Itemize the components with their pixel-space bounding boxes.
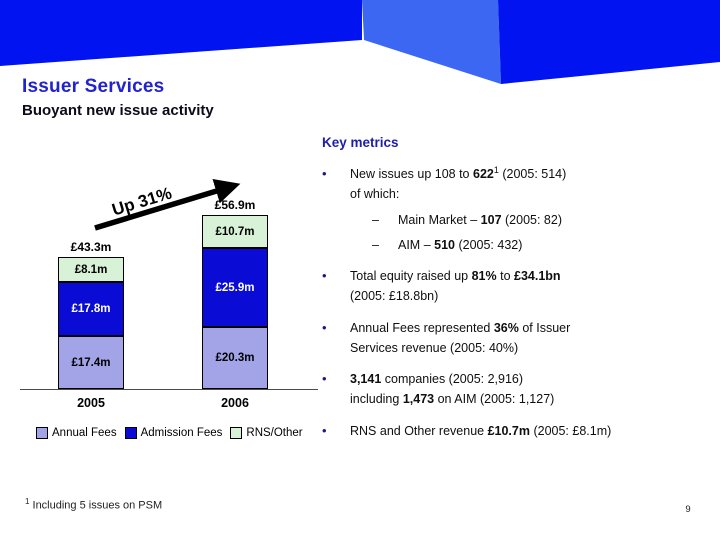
- bar-segment-admission-fees-2006: £25.9m: [202, 248, 268, 327]
- x-axis-label-2006: 2006: [221, 396, 249, 410]
- header-band-middle: [362, 0, 501, 84]
- bar-segment-value-label: £17.8m: [71, 303, 111, 315]
- bar-segment-value-label: £20.3m: [215, 352, 255, 364]
- header-band-right: [498, 0, 720, 84]
- header-decoration: [0, 0, 720, 84]
- bullet-item: • Total equity raised up 81% to £34.1bn (2…: [322, 266, 702, 306]
- bullet-text: Annual Fees represented 36% of Issuer Ser…: [350, 321, 571, 355]
- bar-segment-admission-fees-2005: £17.8m: [58, 282, 124, 336]
- slide-subtitle: Buoyant new issue activity: [22, 102, 214, 119]
- bullet-dash: –: [372, 238, 379, 252]
- bullet-text: New issues up 108 to 6221 (2005: 514) of …: [350, 164, 567, 201]
- bullet-dot: •: [322, 166, 327, 181]
- legend-swatch: [230, 427, 243, 439]
- legend-swatch: [36, 427, 48, 439]
- bullet-item: • New issues up 108 to 6221 (2005: 514) of…: [322, 164, 702, 204]
- bullet-dot: •: [322, 268, 327, 283]
- bar-total-label-2006: £56.9m: [214, 198, 256, 212]
- bullet-text: AIM – 510 (2005: 432): [398, 238, 523, 252]
- footnote-text: Including 5 issues on PSM: [29, 499, 163, 512]
- bar-segment-value-label: £8.1m: [74, 263, 108, 276]
- bullet-text: Main Market – 107 (2005: 82): [398, 213, 562, 227]
- footnote-superscript: 1: [25, 497, 30, 506]
- page-number: 9: [685, 504, 691, 515]
- bullet-text: Total equity raised up 81% to £34.1bn (20…: [350, 269, 561, 303]
- bar-total-label-2005: £43.3m: [70, 240, 112, 254]
- legend-label: Admission Fees: [140, 427, 223, 439]
- footnote: 1 Including 5 issues on PSM: [25, 497, 162, 512]
- bullet-dash: –: [372, 213, 379, 227]
- bar-segment-value-label: £17.4m: [71, 356, 111, 369]
- growth-arrow-label: Up 31%: [109, 183, 174, 220]
- bar-segment-rns-other-2006: £10.7m: [202, 215, 268, 248]
- stacked-bar-chart: Up 31% Annual Fees Admission Fees RNS/Othe…: [20, 175, 318, 450]
- legend-swatch: [124, 427, 137, 439]
- key-metrics-list: • New issues up 108 to 6221 (2005: 514) of…: [322, 164, 702, 441]
- bar-segment-annual-fees-2006: £20.3m: [202, 327, 268, 389]
- bullet-dot: •: [322, 320, 327, 335]
- slide-title: Issuer Services: [22, 76, 165, 97]
- bar-segment-rns-other-2005: £8.1m: [58, 257, 124, 282]
- bar-segment-value-label: £25.9m: [215, 281, 255, 294]
- legend-item-rns-other: RNS/Other: [230, 427, 303, 439]
- bar-segment-annual-fees-2005: £17.4m: [58, 336, 124, 389]
- bullet-item: • Annual Fees represented 36% of Issuer Se…: [322, 318, 702, 358]
- legend-item-admission-fees: Admission Fees: [124, 427, 223, 439]
- key-metrics-heading: Key metrics: [322, 135, 399, 150]
- bullet-dot: •: [322, 423, 327, 438]
- sub-bullet-item: – Main Market – 107 (2005: 82): [322, 210, 702, 230]
- chart-legend: Annual Fees Admission Fees RNS/Other: [36, 427, 311, 439]
- legend-label: Annual Fees: [52, 427, 117, 439]
- x-axis-line: [20, 389, 318, 390]
- bullet-item: • 3,141 companies (2005: 2,916) including …: [322, 369, 702, 409]
- bullet-dot: •: [322, 371, 327, 386]
- bullet-text: 3,141 companies (2005: 2,916) including 1…: [350, 372, 555, 406]
- bar-segment-value-label: £10.7m: [215, 225, 255, 238]
- bullet-item: • RNS and Other revenue £10.7m (2005: £8.…: [322, 421, 702, 441]
- bullet-text: RNS and Other revenue £10.7m (2005: £8.1…: [350, 424, 612, 438]
- header-band-left: [0, 0, 362, 66]
- x-axis-label-2005: 2005: [77, 396, 105, 410]
- sub-bullet-item: – AIM – 510 (2005: 432): [322, 235, 702, 255]
- legend-label: RNS/Other: [246, 427, 303, 439]
- legend-item-annual-fees: Annual Fees: [36, 427, 117, 439]
